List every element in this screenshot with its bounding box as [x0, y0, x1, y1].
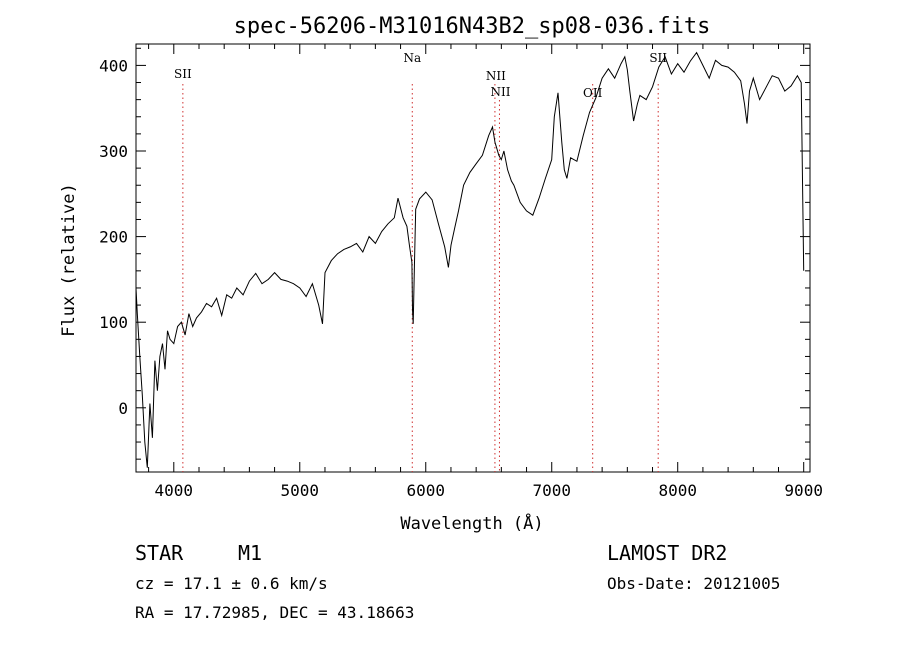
survey-name: LAMOST DR2: [607, 541, 727, 565]
spectral-line-label: OII: [583, 86, 603, 100]
x-tick-label: 4000: [155, 481, 194, 500]
y-tick-label: 100: [99, 313, 128, 332]
x-tick-label: 7000: [532, 481, 571, 500]
spectral-line-label: SII: [174, 67, 192, 81]
chart-title: spec-56206-M31016N43B2_sp08-036.fits: [234, 14, 711, 39]
x-tick-label: 6000: [406, 481, 445, 500]
y-tick-label: 300: [99, 142, 128, 161]
spectral-line-label: Na: [403, 51, 421, 65]
axis-ticks: [136, 44, 810, 472]
redshift-text: cz = 17.1 ± 0.6 km/s: [135, 574, 328, 593]
x-axis-label: Wavelength (Å): [400, 512, 543, 534]
axis-tick-labels: 4000 5000 6000 7000 8000 9000 0 100 200 300 400: [99, 56, 823, 500]
y-tick-label: 200: [99, 228, 128, 247]
y-tick-label: 400: [99, 56, 128, 75]
y-tick-label: 0: [118, 399, 128, 418]
spectrum-line: [135, 51, 805, 468]
y-axis-label: Flux (relative): [59, 183, 79, 337]
object-subclass: M1: [238, 541, 262, 565]
coordinates-text: RA = 17.72985, DEC = 43.18663: [135, 603, 414, 622]
object-class: STAR: [135, 541, 184, 565]
spectral-line-label: NII: [486, 69, 506, 83]
x-tick-label: 5000: [281, 481, 320, 500]
spectral-line-label: NII: [490, 85, 510, 99]
spectral-line-label: SII: [649, 51, 667, 65]
obs-date-text: Obs-Date: 20121005: [607, 574, 780, 593]
x-tick-label: 8000: [658, 481, 697, 500]
plot-area-frame: [135, 43, 811, 473]
x-tick-label: 9000: [784, 481, 823, 500]
spectral-line-markers: SII Na NII NII OII SII: [174, 51, 667, 472]
